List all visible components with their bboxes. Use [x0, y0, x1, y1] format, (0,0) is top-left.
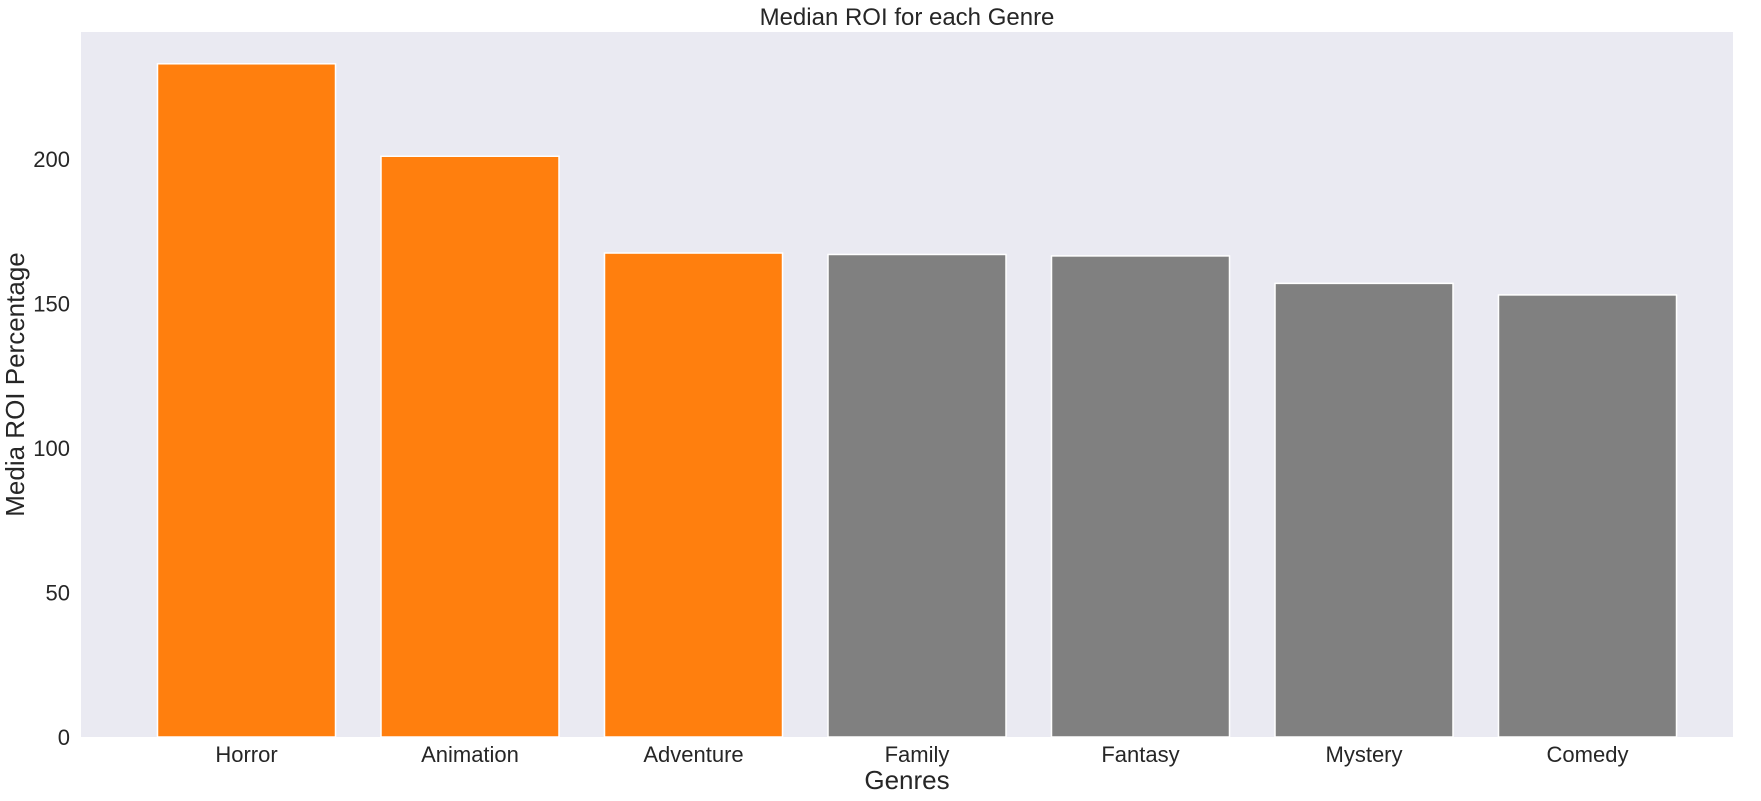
x-tick-label: Animation — [421, 742, 519, 767]
bars-group — [156, 63, 1678, 738]
y-tick-label: 200 — [33, 147, 70, 172]
bar-mystery — [1274, 282, 1454, 738]
x-axis-label: Genres — [864, 765, 949, 795]
x-tick-labels: Horror Animation Adventure Family Fantasy Mys… — [215, 742, 1628, 767]
bar-adventure — [603, 252, 784, 738]
x-tick-label: Family — [885, 742, 950, 767]
x-tick-label: Horror — [215, 742, 277, 767]
bar-fantasy — [1050, 255, 1231, 738]
bar-animation — [380, 155, 560, 738]
y-tick-label: 100 — [33, 436, 70, 461]
x-tick-label: Comedy — [1547, 742, 1629, 767]
bar-comedy — [1497, 294, 1678, 738]
y-tick-labels: 0 50 100 150 200 — [33, 147, 70, 750]
x-tick-label: Mystery — [1326, 742, 1403, 767]
x-tick-label: Fantasy — [1101, 742, 1179, 767]
bar-family — [827, 253, 1007, 738]
y-axis-label: Media ROI Percentage — [0, 252, 30, 516]
bar-horror — [156, 63, 337, 738]
x-tick-label: Adventure — [643, 742, 743, 767]
y-tick-label: 0 — [58, 725, 70, 750]
y-tick-label: 150 — [33, 292, 70, 317]
chart-title: Median ROI for each Genre — [760, 4, 1055, 31]
y-tick-label: 50 — [46, 581, 70, 606]
